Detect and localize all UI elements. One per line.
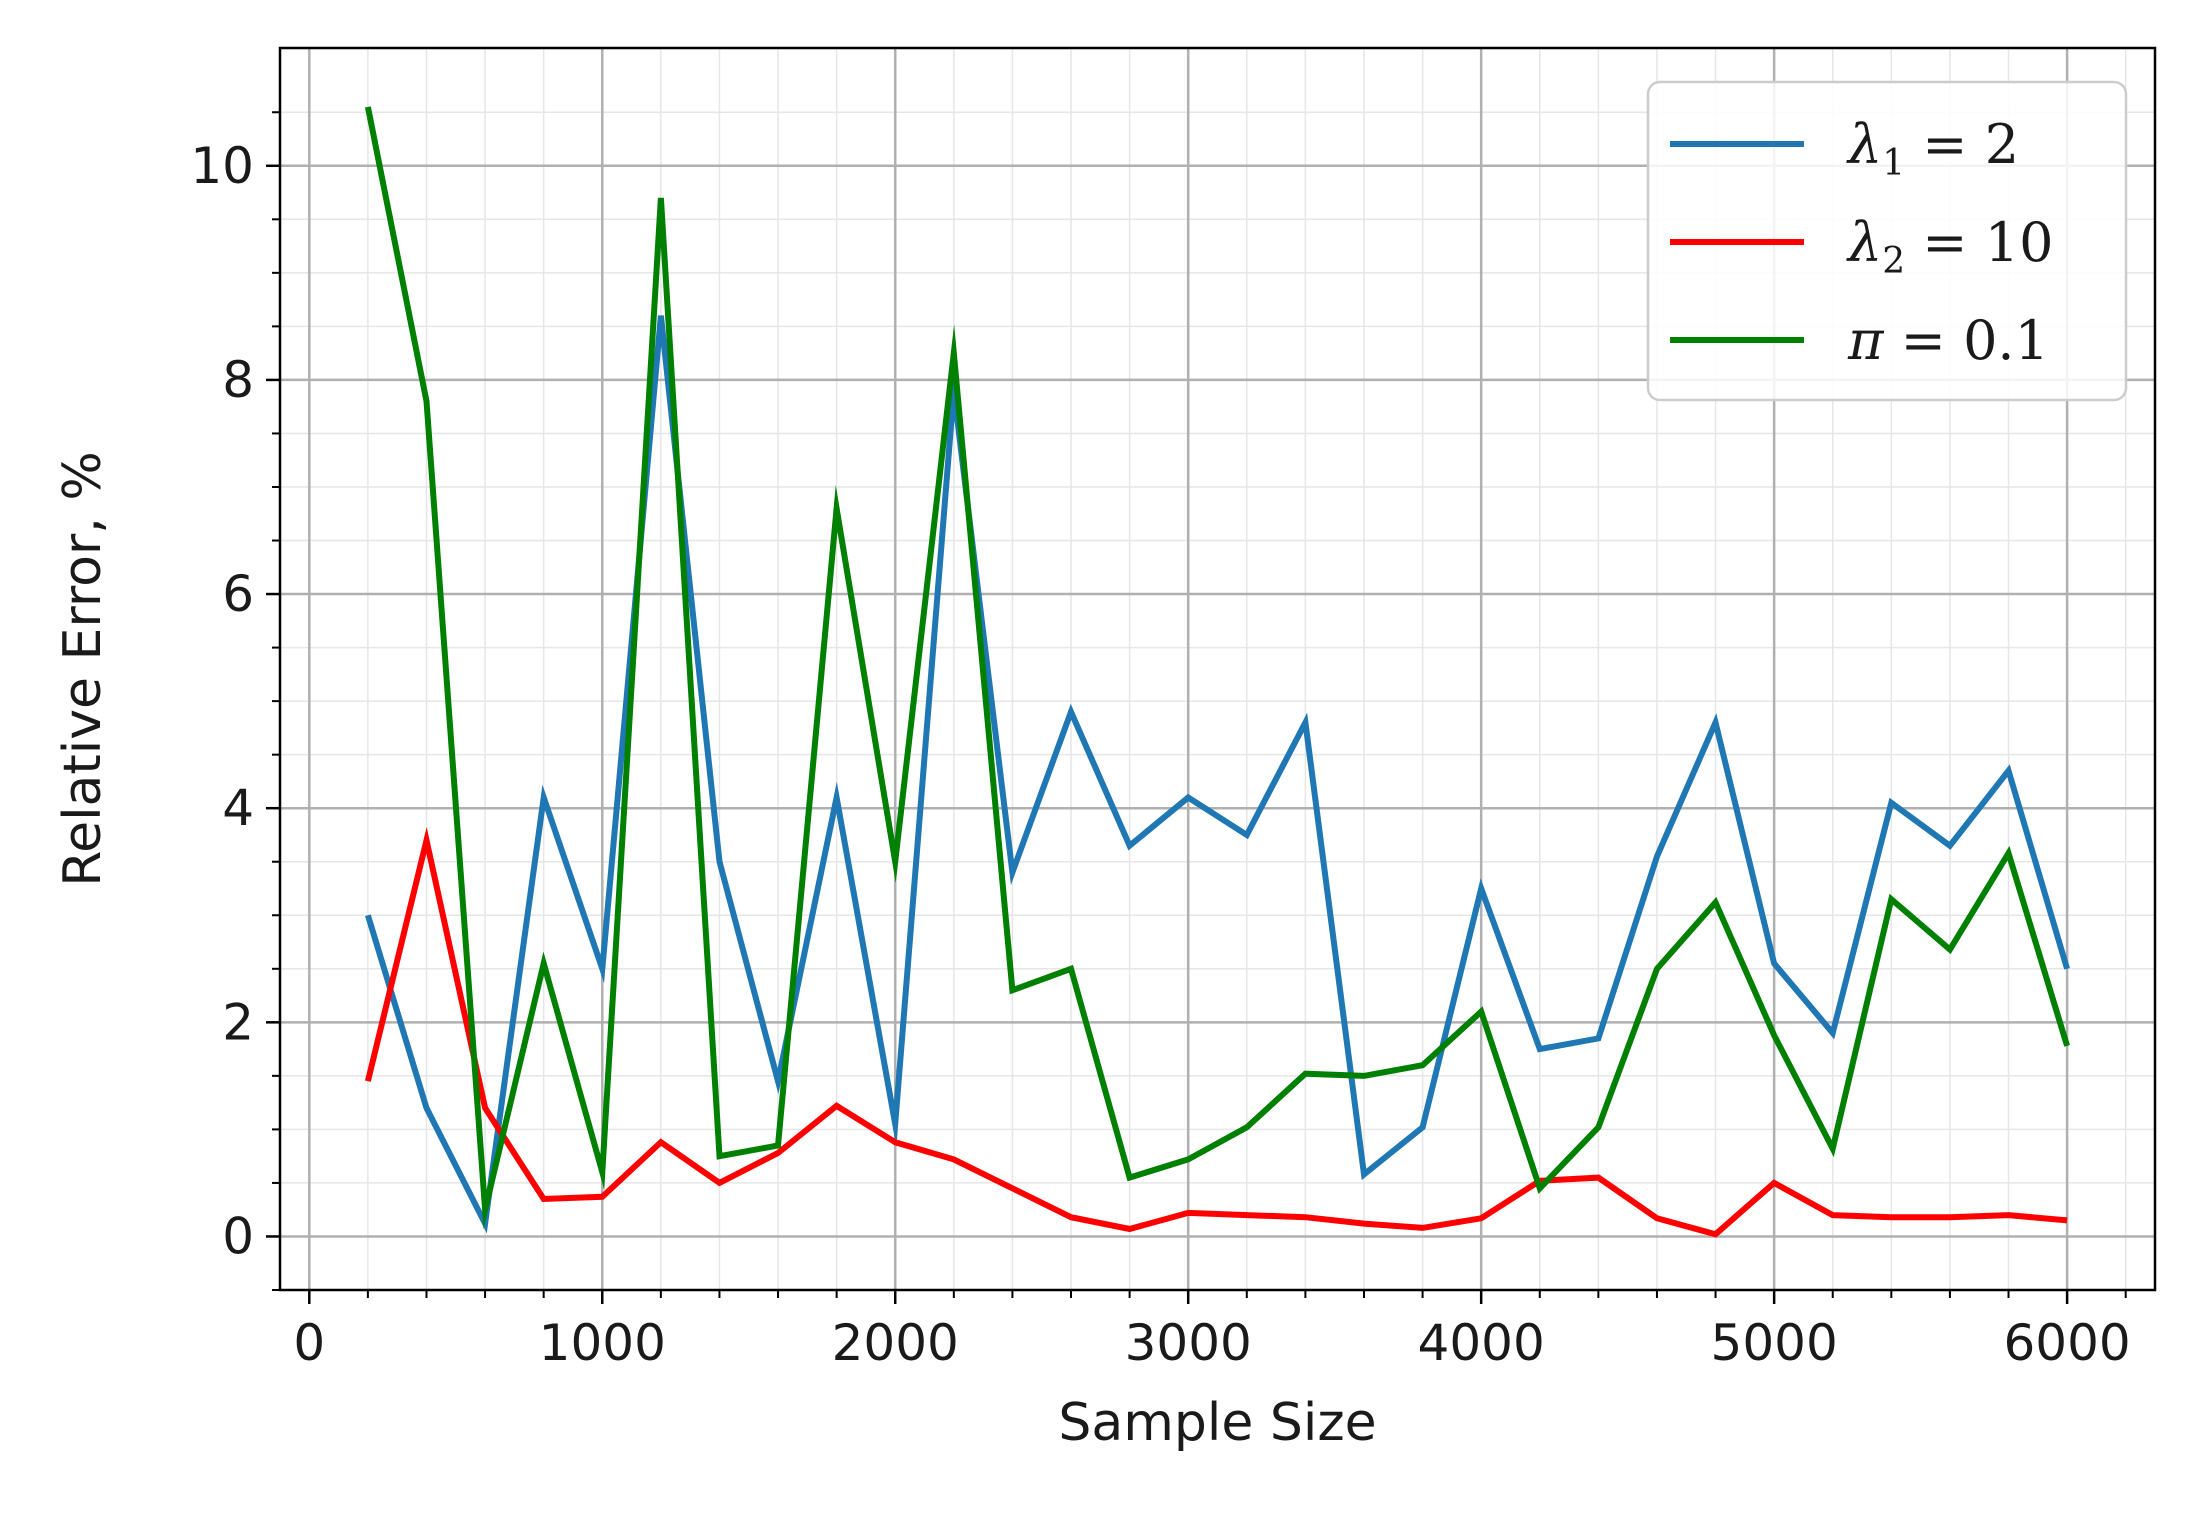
ticks-layer: 0 1000 2000 3000 4000 5000 6000 0 2 4 6 8 10 — [190, 111, 2131, 1372]
legend-label-2: λ2 = 10 — [1846, 211, 2053, 282]
x-tick-label: 4000 — [1418, 1314, 1545, 1372]
y-axis-label: Relative Error, % — [53, 451, 113, 886]
legend-value: = 2 — [1905, 113, 2019, 176]
x-tick-label: 0 — [293, 1314, 325, 1372]
series-line-2 — [364, 826, 2068, 1238]
series-line-1 — [365, 315, 2070, 1234]
major-grid — [280, 48, 2155, 1290]
legend: λ1 = 2λ2 = 10π = 0.1 — [1646, 80, 2128, 402]
legend-label-1: λ1 = 2 — [1846, 113, 2019, 184]
y-tick-label: 0 — [222, 1207, 254, 1265]
y-tick-label: 2 — [222, 993, 254, 1051]
legend-box — [1646, 80, 2128, 402]
x-tick-label: 1000 — [539, 1314, 666, 1372]
legend-value: = 10 — [1905, 211, 2053, 274]
x-tick-label: 6000 — [2003, 1314, 2130, 1372]
series-line-3 — [364, 106, 2070, 1230]
x-tick-label: 3000 — [1125, 1314, 1252, 1372]
legend-symbol: λ — [1846, 113, 1882, 176]
legend-symbol: λ — [1846, 211, 1882, 274]
y-tick-label: 10 — [190, 137, 254, 195]
legend-subscript: 1 — [1882, 143, 1905, 184]
x-tick-label: 5000 — [1711, 1314, 1838, 1372]
legend-symbol: π — [1847, 309, 1885, 372]
legend-label-3: π = 0.1 — [1847, 309, 2049, 372]
y-tick-label: 8 — [222, 351, 254, 409]
x-tick-label: 2000 — [832, 1314, 959, 1372]
series-layer — [364, 106, 2070, 1238]
y-tick-label: 4 — [222, 779, 254, 837]
plot-frame — [278, 46, 2157, 1292]
legend-subscript: 2 — [1882, 241, 1905, 282]
x-axis-label: Sample Size — [1058, 1393, 1376, 1453]
y-tick-label: 6 — [222, 565, 254, 623]
legend-value: = 0.1 — [1884, 309, 2049, 372]
